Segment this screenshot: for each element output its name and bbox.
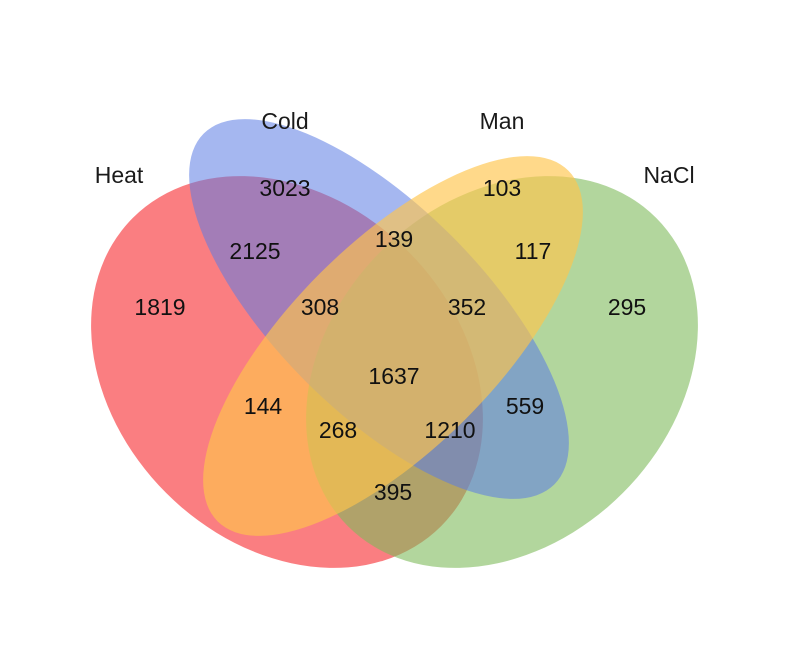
region-count-cold-man-nacl: 352	[448, 294, 486, 320]
region-count-cold-man: 139	[375, 226, 413, 252]
region-count-heat-cold: 2125	[229, 238, 280, 264]
set-label-nacl: NaCl	[643, 162, 694, 188]
region-count-heat-man: 144	[244, 393, 283, 419]
region-count-heat-cold-man: 308	[301, 294, 339, 320]
venn-sets	[91, 119, 698, 568]
set-label-heat: Heat	[95, 162, 144, 188]
region-count-man-only: 103	[483, 175, 521, 201]
set-label-man: Man	[480, 108, 525, 134]
region-count-heat-man-nacl: 268	[319, 417, 357, 443]
region-count-heat-only: 1819	[134, 294, 185, 320]
region-count-heat-nacl: 395	[374, 479, 412, 505]
set-label-cold: Cold	[261, 108, 308, 134]
set-man-ellipse	[203, 156, 583, 536]
region-count-cold-only: 3023	[259, 175, 310, 201]
region-count-heat-cold-nacl: 1210	[424, 417, 475, 443]
region-count-all: 1637	[368, 363, 419, 389]
region-count-cold-nacl: 559	[506, 393, 544, 419]
set-labels: Heat Cold Man NaCl	[95, 108, 695, 188]
region-count-man-nacl: 117	[515, 238, 552, 264]
region-counts: 3023 103 139 2125 117 1819 308 352 295 1…	[134, 175, 646, 505]
region-count-nacl-only: 295	[608, 294, 646, 320]
